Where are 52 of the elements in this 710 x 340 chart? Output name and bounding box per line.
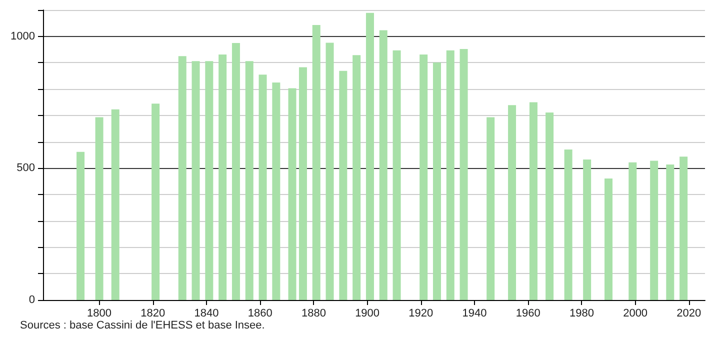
x-tick-label: 1800 bbox=[87, 308, 112, 320]
bar bbox=[460, 49, 468, 300]
x-tick-label: 1940 bbox=[462, 308, 487, 320]
bar bbox=[298, 67, 307, 300]
source-note: Sources : base Cassini de l'EHESS et base Insee. bbox=[20, 320, 265, 332]
bar bbox=[583, 159, 592, 300]
bar bbox=[232, 42, 240, 300]
bar bbox=[76, 152, 85, 300]
bar bbox=[95, 117, 104, 300]
x-tick-label: 1960 bbox=[516, 308, 540, 320]
bar bbox=[352, 55, 361, 300]
bar bbox=[339, 70, 348, 300]
bar bbox=[446, 50, 454, 300]
bar bbox=[258, 74, 267, 300]
bar bbox=[312, 25, 320, 300]
x-tick-label: 2020 bbox=[676, 308, 702, 320]
x-tick-label: 1820 bbox=[140, 308, 166, 320]
y-tick-label: 500 bbox=[16, 162, 35, 174]
bar bbox=[432, 62, 441, 300]
bar bbox=[218, 54, 227, 300]
bar bbox=[529, 102, 538, 300]
bar bbox=[272, 82, 280, 300]
bar bbox=[564, 149, 572, 300]
bar bbox=[666, 164, 674, 300]
bar bbox=[680, 156, 688, 300]
bar bbox=[379, 30, 388, 300]
bar bbox=[650, 160, 658, 300]
bar bbox=[486, 117, 495, 300]
bar bbox=[192, 61, 200, 300]
bar bbox=[420, 54, 428, 300]
bar bbox=[245, 61, 254, 300]
x-tick-label: 1900 bbox=[355, 308, 380, 320]
x-tick-label: 1840 bbox=[194, 308, 219, 320]
x-tick-label: 1860 bbox=[248, 308, 272, 320]
bar bbox=[326, 42, 334, 300]
bar bbox=[508, 105, 516, 300]
bar bbox=[205, 61, 214, 300]
x-tick-label: 2000 bbox=[623, 308, 648, 320]
bar bbox=[628, 162, 637, 300]
y-tick-label: 1000 bbox=[10, 30, 35, 42]
bar bbox=[178, 56, 186, 300]
bar bbox=[111, 109, 120, 300]
bar bbox=[604, 178, 613, 300]
x-tick-label: 1920 bbox=[408, 308, 434, 320]
x-tick-label: 1880 bbox=[301, 308, 326, 320]
bar bbox=[546, 112, 554, 300]
x-tick-label: 1980 bbox=[569, 308, 594, 320]
bar bbox=[366, 12, 374, 300]
bar bbox=[392, 50, 401, 300]
bar bbox=[152, 104, 160, 300]
bar bbox=[288, 88, 296, 300]
y-tick-label: 0 bbox=[28, 294, 35, 306]
